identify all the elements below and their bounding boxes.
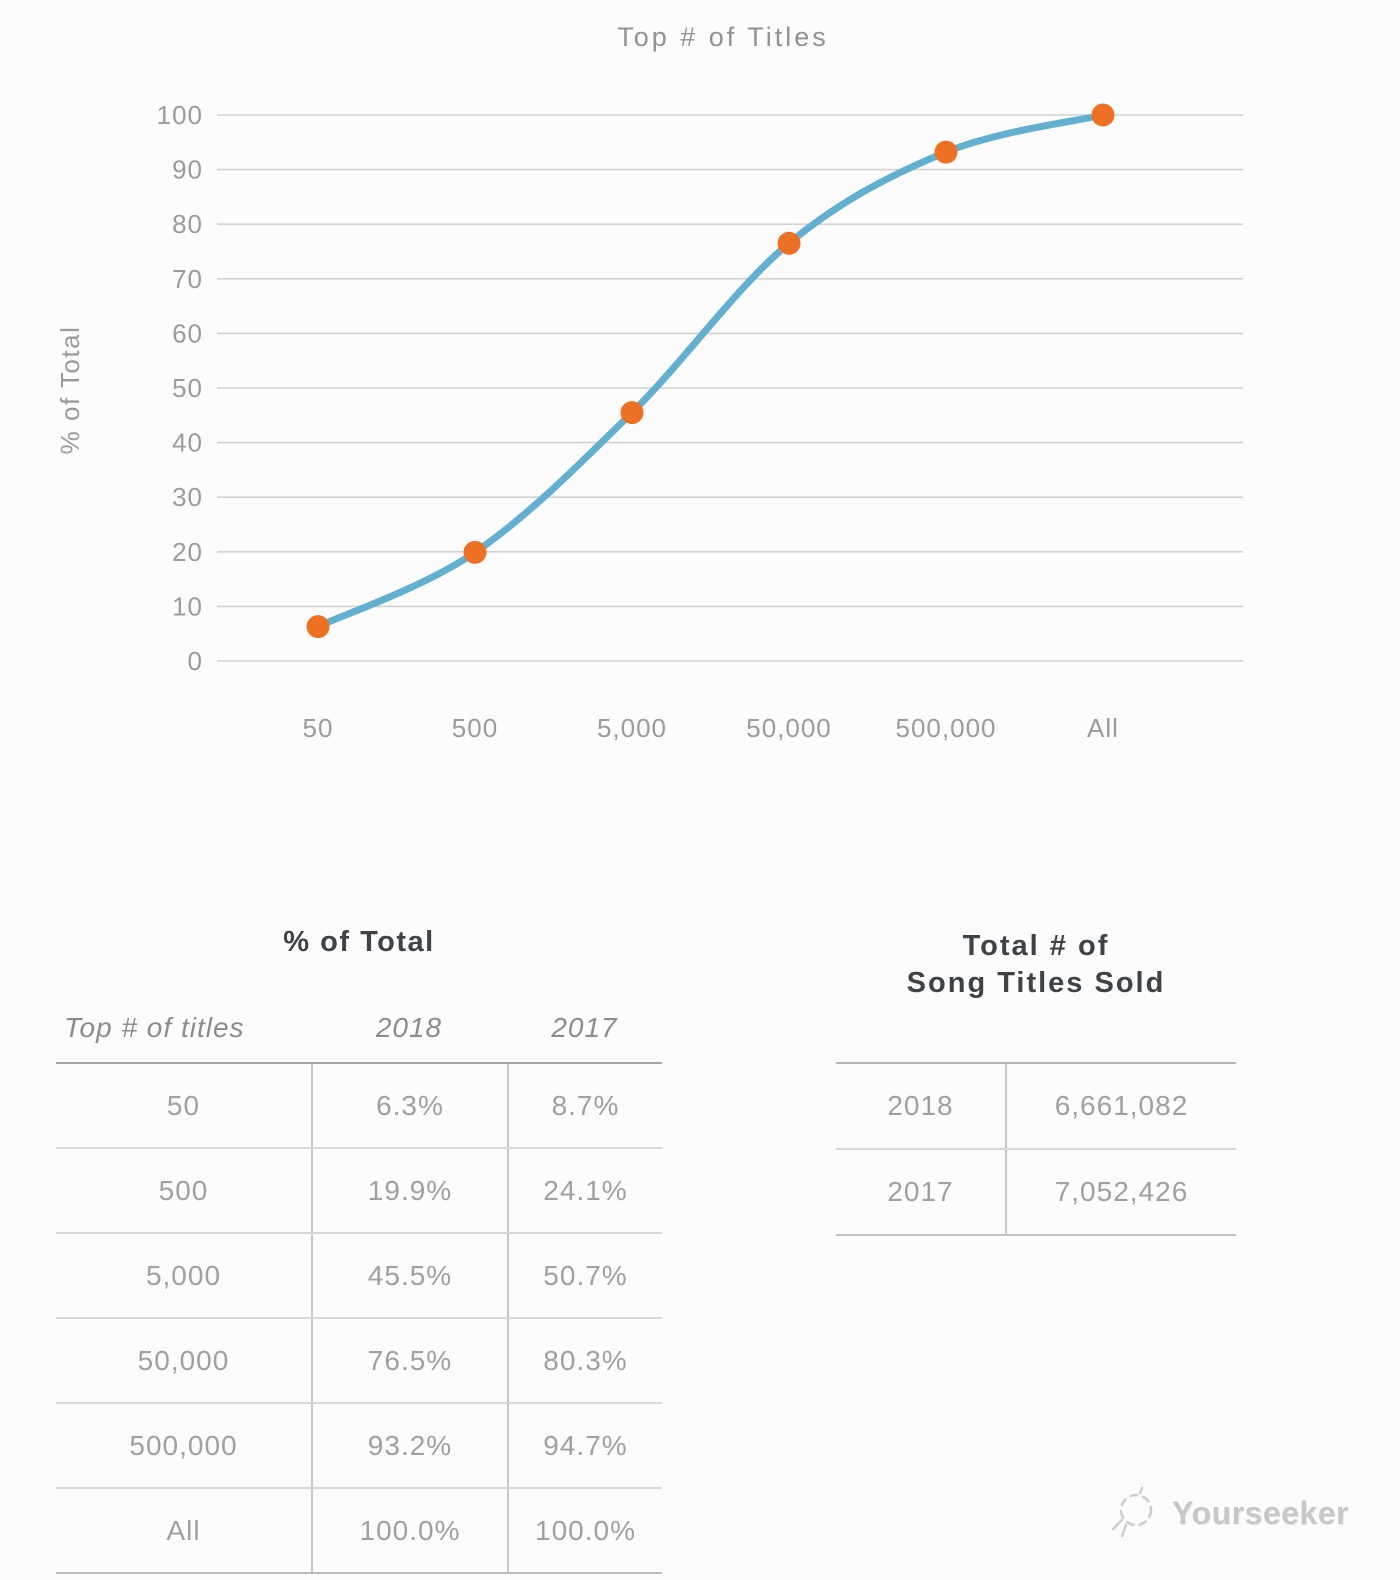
y-tick-label: 20 xyxy=(172,537,203,567)
trend-line xyxy=(314,111,1107,631)
totals-title-line2: Song Titles Sold xyxy=(906,967,1166,999)
line-chart: 0 10 20 30 40 50 60 70 80 90 100 50 500 5,000 50,000 50… xyxy=(55,22,1243,743)
table-row: 2017 7,052,426 xyxy=(836,1150,1236,1236)
cell-total: 6,661,082 xyxy=(1005,1064,1236,1148)
data-point xyxy=(463,540,487,564)
cell-total: 7,052,426 xyxy=(1005,1150,1236,1234)
y-tick-label: 100 xyxy=(157,100,203,130)
x-tick-label: All xyxy=(1087,713,1119,743)
y-tick-label: 70 xyxy=(172,264,203,294)
cell-2018: 6.3% xyxy=(311,1064,507,1147)
totals-table: 2018 6,661,082 2017 7,052,426 xyxy=(836,1062,1236,1236)
data-point xyxy=(1091,103,1115,127)
cell-titles: 50,000 xyxy=(137,1344,230,1376)
cell-2017: 24.1% xyxy=(507,1149,662,1232)
data-point xyxy=(306,615,330,639)
cell-titles: 500,000 xyxy=(129,1429,238,1461)
table-row: 50,000 76.5% 80.3% xyxy=(56,1319,662,1404)
y-tick-label: 60 xyxy=(172,318,203,348)
cell-2017: 100.0% xyxy=(507,1489,662,1572)
cell-titles: All xyxy=(166,1514,201,1546)
cell-2018: 19.9% xyxy=(311,1149,507,1232)
chart-title: Top # of Titles xyxy=(617,22,829,52)
y-tick-label: 50 xyxy=(172,373,203,403)
y-tick-label: 40 xyxy=(172,428,203,458)
x-tick-label: 50 xyxy=(303,713,334,743)
cell-2017: 80.3% xyxy=(507,1319,662,1402)
y-tick-label: 80 xyxy=(172,209,203,239)
totals-table-title: Total # of Song Titles Sold xyxy=(836,928,1236,1002)
pct-table-header: Top # of titles 2018 2017 xyxy=(56,1003,662,1053)
y-tick-label: 0 xyxy=(188,646,203,676)
cell-titles: 5,000 xyxy=(145,1259,222,1291)
x-tick-label: 500,000 xyxy=(896,713,997,743)
data-point xyxy=(620,401,644,425)
watermark: Yourseeker xyxy=(1106,1484,1349,1542)
table-row: 50 6.3% 8.7% xyxy=(56,1064,662,1149)
table-row: 500 19.9% 24.1% xyxy=(56,1149,662,1234)
col-header-2017: 2017 xyxy=(551,1012,618,1043)
watermark-text: Yourseeker xyxy=(1172,1494,1349,1531)
cell-year: 2018 xyxy=(887,1090,954,1121)
cell-2018: 100.0% xyxy=(311,1489,507,1572)
cell-2018: 76.5% xyxy=(311,1319,507,1402)
table-row: 5,000 45.5% 50.7% xyxy=(56,1234,662,1319)
data-point xyxy=(777,231,801,255)
pct-table-title: % of Total xyxy=(283,926,435,958)
cell-year: 2017 xyxy=(887,1176,954,1207)
x-tick-label: 50,000 xyxy=(746,713,832,743)
totals-title-line1: Total # of xyxy=(962,930,1110,962)
table-row: All 100.0% 100.0% xyxy=(56,1489,662,1574)
y-axis-title: % of Total xyxy=(55,326,85,455)
cell-2017: 8.7% xyxy=(507,1064,662,1147)
col-header-2018: 2018 xyxy=(375,1012,443,1043)
cell-titles: 50 xyxy=(166,1089,201,1121)
table-row: 500,000 93.2% 94.7% xyxy=(56,1404,662,1489)
y-tick-label: 10 xyxy=(172,591,203,621)
cell-2018: 93.2% xyxy=(311,1404,507,1487)
yourseeker-logo-icon xyxy=(1111,1486,1153,1538)
cell-2017: 50.7% xyxy=(507,1234,662,1317)
x-tick-label: 500 xyxy=(452,713,498,743)
data-point xyxy=(934,140,958,164)
x-tick-label: 5,000 xyxy=(597,713,667,743)
y-tick-label: 90 xyxy=(172,155,203,185)
pct-table: 50 6.3% 8.7% 500 19.9% 24.1% 5,000 45.5%… xyxy=(56,1062,662,1574)
cell-2017: 94.7% xyxy=(507,1404,662,1487)
col-header-top-titles: Top # of titles xyxy=(64,1012,245,1043)
table-row: 2018 6,661,082 xyxy=(836,1064,1236,1150)
cell-titles: 500 xyxy=(158,1174,209,1206)
cell-2018: 45.5% xyxy=(311,1234,507,1317)
y-tick-label: 30 xyxy=(172,482,203,512)
